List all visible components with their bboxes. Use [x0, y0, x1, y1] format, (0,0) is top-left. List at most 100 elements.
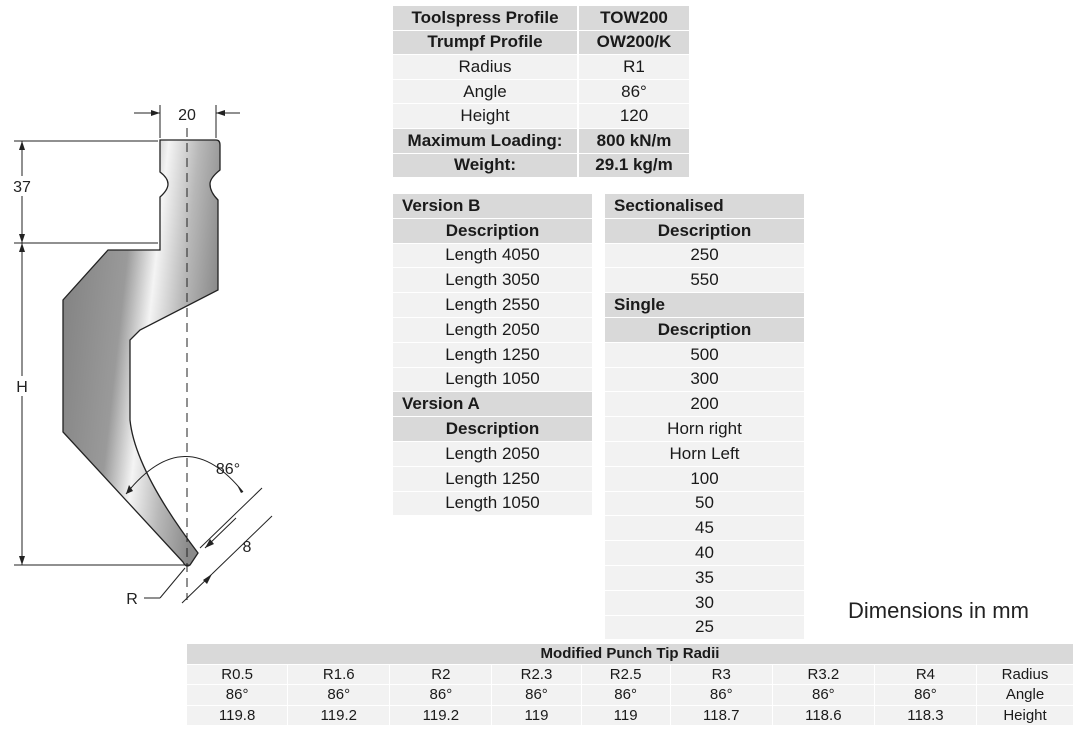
list-item: 50 [605, 491, 804, 517]
list-item-text: 250 [605, 243, 804, 269]
tip-radii-cell: 119 [491, 705, 582, 726]
list-item-text: 35 [605, 565, 804, 591]
version-lengths-table: Version B Description Length 4050 Length … [393, 194, 592, 517]
tip-radii-cell: 86° [187, 684, 289, 706]
tip-radii-row: 86° 86° 86° 86° 86° 86° 86° 86° Angle [187, 684, 1074, 706]
version-a-title: Version A [393, 391, 592, 418]
tip-radii-row: R0.5 R1.6 R2 R2.3 R2.5 R3 R3.2 R4 Radius [187, 664, 1074, 685]
list-item: 300 [605, 367, 804, 393]
tip-radii-cell: 118.7 [670, 705, 773, 726]
punch-profile-shape [62, 139, 221, 567]
tip-radii-table: Modified Punch Tip Radii R0.5 R1.6 R2 R2.3 R… [187, 644, 1074, 726]
tip-radii-cell: 86° [389, 684, 493, 706]
spec-label: Weight: [393, 153, 579, 179]
spec-row: Height 120 [393, 103, 691, 129]
tip-radii-cell: R0.5 [187, 664, 289, 685]
spec-value: OW200/K [578, 30, 691, 56]
list-item-text: Length 3050 [393, 267, 592, 294]
tip-radii-cell: 119.2 [389, 705, 493, 726]
tip-radii-cell: R2.3 [491, 664, 582, 685]
list-item: 40 [605, 540, 804, 566]
tip-radii-cell: 119 [581, 705, 671, 726]
list-item: 100 [605, 466, 804, 492]
height-dimension-label: H [16, 379, 28, 396]
sectionalised-description-header: Description [605, 218, 804, 244]
spec-value: R1 [578, 54, 691, 80]
list-item: 30 [605, 590, 804, 616]
radius-label: R [126, 591, 138, 608]
spec-label: Height [393, 103, 579, 129]
tip-radii-row: 119.8 119.2 119.2 119 119 118.7 118.6 118.3 Heig… [187, 705, 1074, 726]
tip-radii-cell: R1.6 [287, 664, 391, 685]
dimensions-note: Dimensions in mm [848, 598, 1029, 623]
list-item-text: 550 [605, 267, 804, 294]
tip-radii-cell: 86° [874, 684, 978, 706]
tip-radii-row-label: Height [976, 705, 1074, 726]
tip-radii-cell: 118.6 [772, 705, 875, 726]
spec-label: Radius [393, 54, 579, 80]
list-item-text: 50 [605, 491, 804, 517]
list-item: Length 2050 [393, 317, 592, 343]
tip-radii-cell: 118.3 [874, 705, 978, 726]
list-item: 25 [605, 615, 804, 641]
tip-radii-cell: R4 [874, 664, 978, 685]
tip-radii-cell: 86° [670, 684, 773, 706]
single-description-header: Description [605, 317, 804, 343]
list-item-text: Length 4050 [393, 243, 592, 269]
list-item: Length 1050 [393, 491, 592, 517]
list-item: 35 [605, 565, 804, 591]
list-item-text: Length 2550 [393, 292, 592, 318]
list-item-text: 500 [605, 342, 804, 368]
spec-row: Trumpf Profile OW200/K [393, 30, 691, 56]
list-item: 500 [605, 342, 804, 368]
tip-radii-title: Modified Punch Tip Radii [187, 644, 1074, 665]
list-item-text: 300 [605, 367, 804, 393]
list-item-text: Length 2050 [393, 317, 592, 343]
profile-spec-table: Toolspress Profile TOW200 Trumpf Profile OW… [393, 6, 691, 179]
tip-radii-cell: R2 [389, 664, 493, 685]
list-item-text: Length 1250 [393, 342, 592, 368]
tip-radii-cell: 119.2 [287, 705, 391, 726]
version-a-description-header: Description [393, 416, 592, 442]
angle-dimension-label: 86° [216, 461, 240, 478]
list-item: 200 [605, 391, 804, 418]
tip-radii-cell: 86° [581, 684, 671, 706]
spec-value: 120 [578, 103, 691, 129]
list-item: Length 1250 [393, 342, 592, 368]
spec-label: Maximum Loading: [393, 128, 579, 154]
version-b-title: Version B [393, 194, 592, 219]
sectionalised-title: Sectionalised [605, 194, 804, 219]
spec-row: Maximum Loading: 800 kN/m [393, 128, 691, 154]
list-item-text: 100 [605, 466, 804, 492]
tip-width-dimension-label: 8 [243, 539, 252, 556]
list-item: Length 1250 [393, 466, 592, 492]
list-item-text: Length 1050 [393, 491, 592, 517]
list-item: 550 [605, 267, 804, 294]
spec-value: TOW200 [578, 6, 691, 31]
list-item-text: 25 [605, 615, 804, 641]
list-item-text: 45 [605, 515, 804, 542]
spec-value: 800 kN/m [578, 128, 691, 154]
list-item-text: Length 1050 [393, 367, 592, 393]
tip-radii-row-label: Angle [976, 684, 1074, 706]
list-item: Length 2050 [393, 441, 592, 467]
list-item: Length 3050 [393, 267, 592, 294]
spec-row: Angle 86° [393, 79, 691, 105]
spec-label: Trumpf Profile [393, 30, 579, 56]
tip-radii-cell: 86° [491, 684, 582, 706]
punch-profile-drawing: 20 37 H 86° 8 R [9, 105, 273, 608]
top-height-dimension-label: 37 [13, 179, 31, 196]
list-item: Length 1050 [393, 367, 592, 393]
sectionalised-table: Sectionalised Description 250 550 Single … [605, 194, 804, 641]
tip-radii-cell: R3 [670, 664, 773, 685]
list-item-text: Length 2050 [393, 441, 592, 467]
tip-radii-cell: 119.8 [187, 705, 289, 726]
spec-label: Angle [393, 79, 579, 105]
spec-label: Toolspress Profile [393, 6, 579, 31]
spec-value: 86° [578, 79, 691, 105]
list-item-text: 40 [605, 540, 804, 566]
spec-row: Radius R1 [393, 54, 691, 80]
list-item-text: Horn right [605, 416, 804, 442]
spec-value: 29.1 kg/m [578, 153, 691, 179]
version-b-description-header: Description [393, 218, 592, 244]
